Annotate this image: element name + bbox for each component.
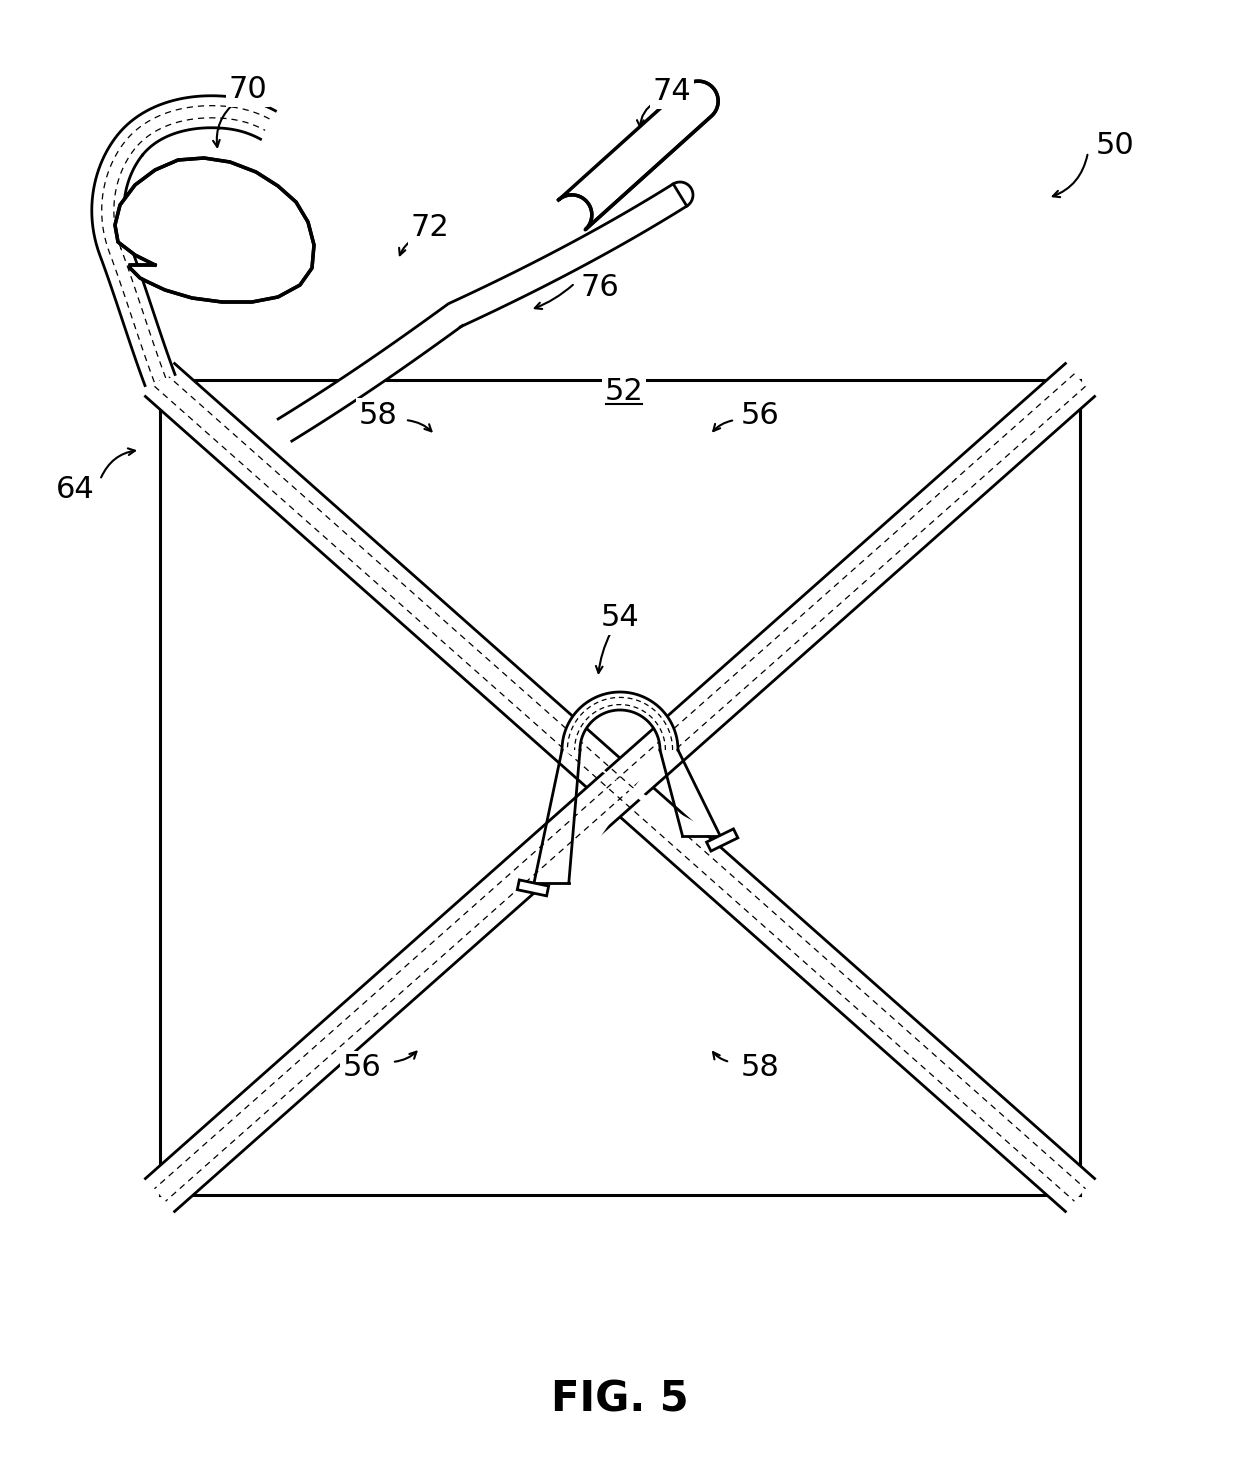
Polygon shape bbox=[115, 158, 314, 302]
Text: 64: 64 bbox=[56, 476, 94, 504]
Polygon shape bbox=[450, 184, 687, 327]
Text: 72: 72 bbox=[410, 214, 449, 243]
Polygon shape bbox=[145, 364, 1095, 1211]
Polygon shape bbox=[558, 81, 718, 230]
Polygon shape bbox=[145, 364, 1095, 1211]
Text: 74: 74 bbox=[652, 78, 692, 106]
Text: 50: 50 bbox=[1096, 131, 1135, 159]
Polygon shape bbox=[707, 829, 738, 851]
Polygon shape bbox=[92, 96, 275, 386]
Text: 54: 54 bbox=[600, 604, 640, 632]
Polygon shape bbox=[517, 879, 548, 896]
Text: FIG. 5: FIG. 5 bbox=[552, 1379, 688, 1421]
Text: 52: 52 bbox=[605, 377, 644, 407]
Text: 58: 58 bbox=[740, 1053, 780, 1083]
Polygon shape bbox=[673, 183, 693, 206]
Text: 58: 58 bbox=[358, 401, 398, 430]
Text: 56: 56 bbox=[740, 401, 780, 430]
Text: 56: 56 bbox=[342, 1053, 382, 1083]
Text: 76: 76 bbox=[580, 274, 619, 302]
Polygon shape bbox=[278, 305, 463, 440]
Polygon shape bbox=[534, 692, 720, 882]
Text: 70: 70 bbox=[228, 75, 268, 105]
